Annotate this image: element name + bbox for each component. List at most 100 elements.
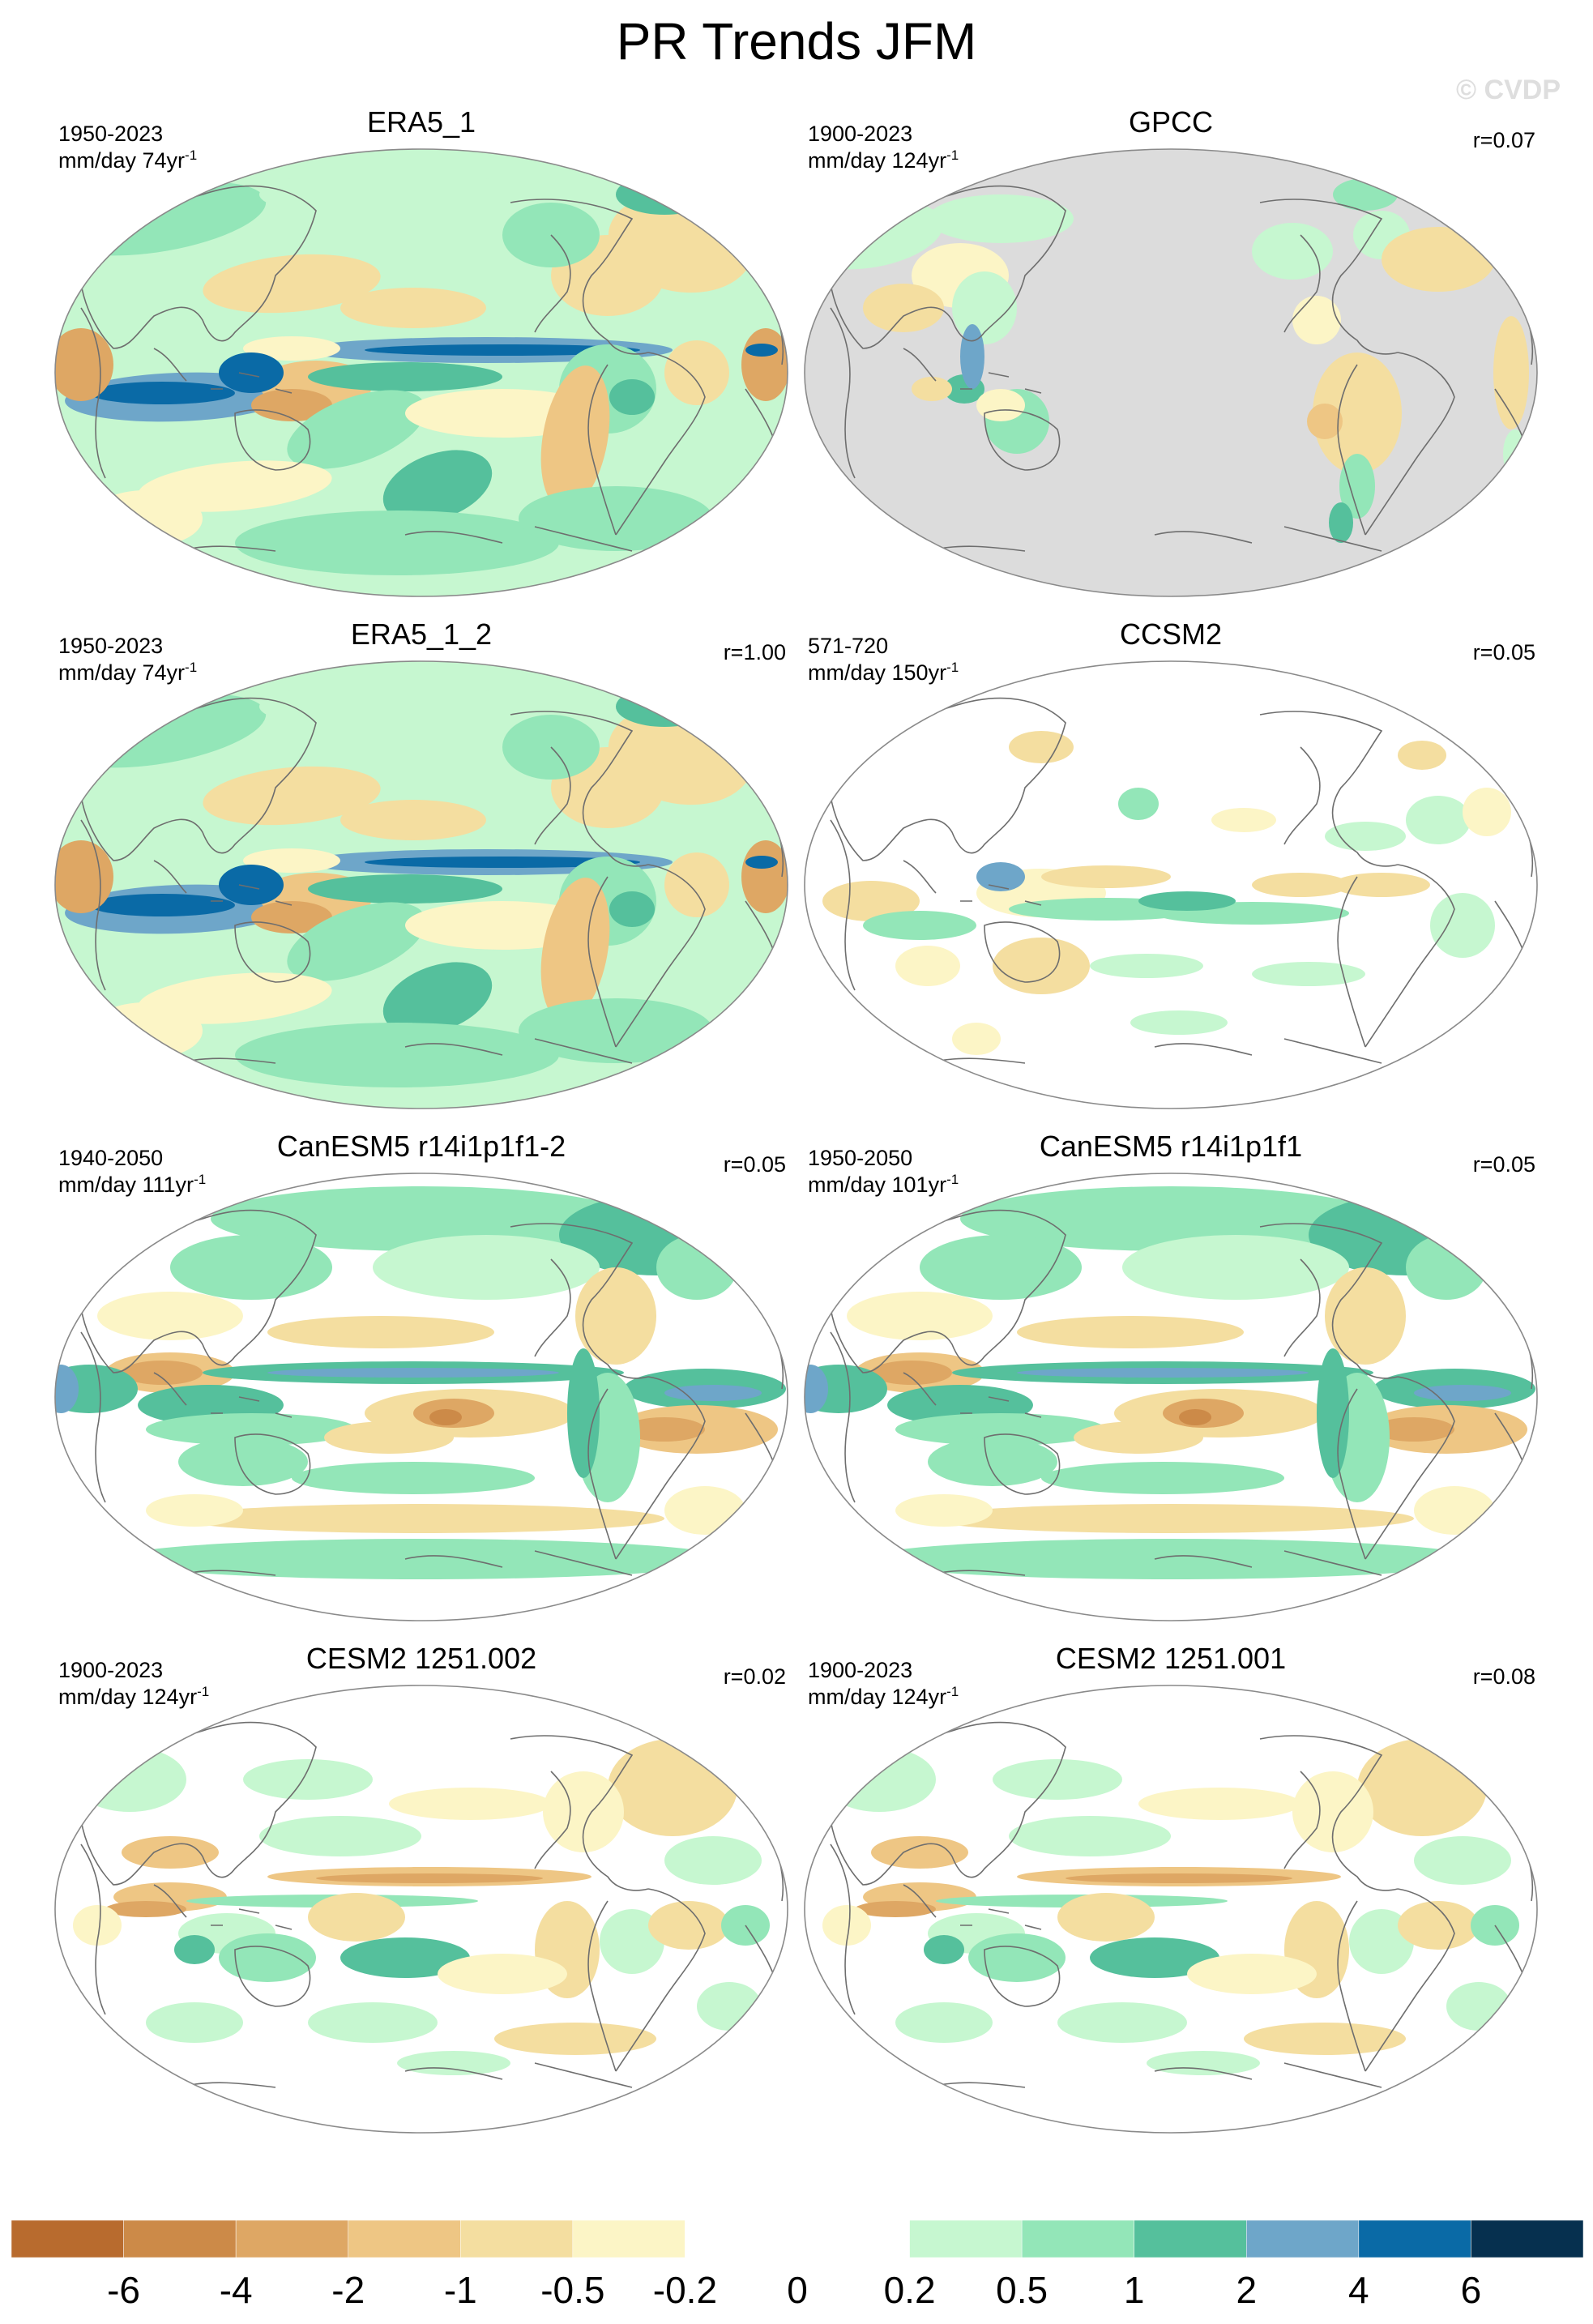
trend-contour <box>648 1901 729 1950</box>
trend-contour <box>895 1413 1106 1446</box>
trend-contour <box>540 878 610 1022</box>
coastline <box>80 1331 106 1503</box>
panel-title: CCSM2 <box>1119 617 1223 651</box>
map-border <box>54 660 788 1109</box>
trend-contour <box>438 1954 567 1994</box>
colorbar-label: -0.2 <box>653 2269 717 2309</box>
trend-contour <box>170 1235 332 1300</box>
trend-contour <box>259 1816 421 1856</box>
trend-contour <box>928 1438 1057 1486</box>
trend-contour <box>745 856 778 869</box>
trend-contour <box>324 1421 454 1454</box>
panel-title: CESM2 1251.002 <box>305 1642 537 1675</box>
trend-contour <box>243 336 340 361</box>
panel-units: mm/day 124yr-1 <box>808 1684 959 1710</box>
trend-contour <box>1292 296 1341 344</box>
panel-period: 1950-2023 <box>58 634 164 658</box>
trend-contour <box>664 340 729 405</box>
coastline <box>234 409 311 471</box>
trend-contour <box>1373 1417 1454 1442</box>
panel-units: mm/day 124yr-1 <box>808 147 959 173</box>
coastline <box>587 1388 617 1560</box>
trend-contour <box>952 1023 1001 1055</box>
colorbar-label: 1 <box>1124 2269 1145 2309</box>
trend-contour <box>519 998 713 1063</box>
coastline <box>984 409 1061 471</box>
panel-title: GPCC <box>1128 105 1213 139</box>
panel-units: mm/day 150yr-1 <box>808 660 959 686</box>
trend-contour <box>429 1409 462 1425</box>
trend-contour <box>178 1438 308 1486</box>
trend-contour <box>976 862 1025 891</box>
map-panel: ERA5_1 1950-2023 mm/day 74yr-1 <box>49 105 794 608</box>
trend-contour <box>664 1486 745 1535</box>
panel-correlation: r=0.05 <box>723 1152 786 1177</box>
panel-period: 1950-2023 <box>58 122 164 146</box>
trend-contour <box>1503 429 1527 478</box>
coastline <box>587 1900 617 2072</box>
panel-units-exponent: -1 <box>946 1684 959 1699</box>
trend-contour <box>871 1836 968 1869</box>
trend-contour <box>1009 1816 1171 1856</box>
colorbar-swatch <box>11 2220 124 2258</box>
world-map <box>804 1173 1538 1621</box>
trend-contour <box>1057 1893 1155 1942</box>
coastline <box>234 921 311 983</box>
coastline <box>211 372 293 394</box>
trend-contour <box>822 1747 936 1812</box>
trend-contour <box>89 490 203 547</box>
coastline <box>1259 199 1399 355</box>
colorbar-swatch <box>1358 2220 1471 2258</box>
colorbar-swatch <box>909 2220 1023 2258</box>
coastline <box>960 372 1042 394</box>
coastline <box>211 884 293 906</box>
coastline <box>1283 1771 1321 1869</box>
map-panel: GPCC 1900-2023 mm/day 124yr-1 r=0.07 <box>798 105 1544 608</box>
trend-contour <box>122 1836 219 1869</box>
panel-units-exponent: -1 <box>194 1172 207 1187</box>
trend-contour <box>976 389 1025 421</box>
colorbar-swatch <box>685 2220 798 2258</box>
trend-contour <box>73 1747 186 1812</box>
trend-contour <box>863 284 944 332</box>
colorbar-label: -1 <box>444 2269 477 2309</box>
trend-contour <box>924 1935 964 1964</box>
panel-correlation: r=0.05 <box>1472 1152 1535 1177</box>
panel-correlation: r=1.00 <box>723 640 786 664</box>
trend-contour <box>97 1292 243 1340</box>
coastline <box>615 1376 706 1560</box>
coastline <box>903 348 937 382</box>
trend-contour <box>1090 954 1203 978</box>
world-map <box>54 1173 788 1621</box>
trend-contour <box>287 390 426 469</box>
trend-contour <box>219 1933 316 1982</box>
trend-field <box>55 1685 788 2133</box>
coastline <box>534 234 571 333</box>
coastline <box>830 1843 856 2015</box>
trend-contour <box>259 682 519 731</box>
trend-contour <box>1333 873 1430 897</box>
trend-contour <box>1307 404 1343 439</box>
coastline <box>903 1884 937 1918</box>
coastline <box>1365 352 1455 536</box>
trend-contour <box>174 1935 215 1964</box>
trend-contour <box>308 874 502 904</box>
coastline <box>830 697 1066 861</box>
panel-title: ERA5_1_2 <box>350 617 493 651</box>
trend-contour <box>871 1361 952 1385</box>
trend-contour <box>656 1235 737 1300</box>
trend-contour <box>1292 1771 1373 1852</box>
trend-contour <box>1313 352 1402 474</box>
map-border <box>804 1173 1538 1621</box>
trend-contour <box>89 1002 203 1059</box>
trend-contour <box>928 1504 1414 1533</box>
coastline <box>903 1372 937 1406</box>
colorbar-swatch <box>1471 2220 1583 2258</box>
trend-contour <box>105 1901 186 1917</box>
trend-contour <box>251 389 332 421</box>
trend-contour <box>616 686 713 727</box>
trend-contour <box>243 1759 373 1800</box>
trend-contour <box>235 511 559 575</box>
trend-contour <box>609 379 655 415</box>
trend-contour <box>178 1504 664 1533</box>
